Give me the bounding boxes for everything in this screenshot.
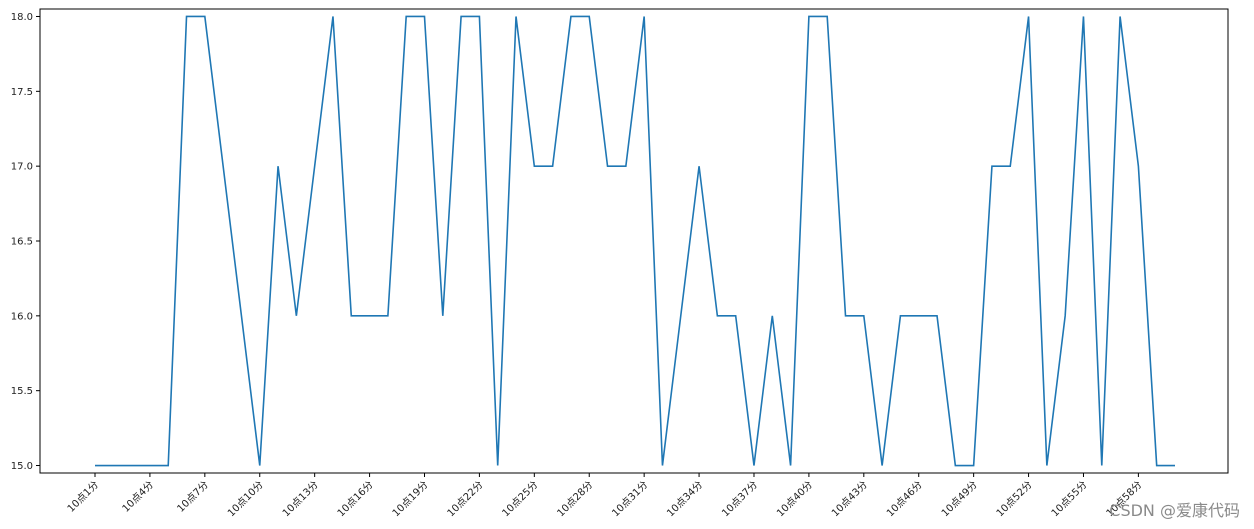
y-tick-label: 18.0 — [11, 12, 33, 23]
plot-frame — [39, 8, 1229, 474]
x-tick-label: 10点13分 — [280, 479, 321, 520]
x-tick-label: 10点52分 — [994, 479, 1035, 520]
series-layer — [95, 15, 1175, 467]
x-tick-label: 10点4分 — [120, 479, 156, 515]
x-tick-label: 10点49分 — [939, 479, 980, 520]
y-tick-label: 15.0 — [11, 461, 33, 472]
y-tick-label: 15.5 — [11, 386, 33, 397]
x-tick-label: 10点1分 — [65, 479, 101, 515]
y-tick-label: 16.0 — [11, 311, 33, 322]
watermark: CSDN @爱康代码 — [1109, 501, 1240, 520]
x-tick-label: 10点7分 — [175, 479, 211, 515]
y-tick-label: 16.5 — [11, 237, 33, 248]
series-line-0 — [95, 15, 1175, 467]
x-tick-label: 10点46分 — [884, 479, 925, 520]
x-tick-label: 10点37分 — [719, 479, 760, 520]
x-tick-label: 10点34分 — [665, 479, 706, 520]
x-tick-label: 10点31分 — [610, 479, 651, 520]
x-tick-label: 10点25分 — [500, 479, 541, 520]
y-axis: 15.0 15.5 16.0 16.5 17.0 17.5 18.0 — [11, 12, 40, 472]
x-tick-label: 10点40分 — [774, 479, 815, 520]
y-tick-label: 17.5 — [11, 87, 33, 98]
x-tick-label: 10点22分 — [445, 479, 486, 520]
x-tick-label: 10点16分 — [335, 479, 376, 520]
x-tick-label: 10点43分 — [829, 479, 870, 520]
x-tick-label: 10点19分 — [390, 479, 431, 520]
y-tick-label: 17.0 — [11, 162, 33, 173]
x-tick-label: 10点28分 — [555, 479, 596, 520]
x-tick-label: 10点10分 — [225, 479, 266, 520]
x-tick-label: 10点55分 — [1049, 479, 1090, 520]
x-axis: 10点1分 10点4分 10点7分 10点10分 10点13分 10点16分 10点19分 1… — [65, 473, 1145, 519]
